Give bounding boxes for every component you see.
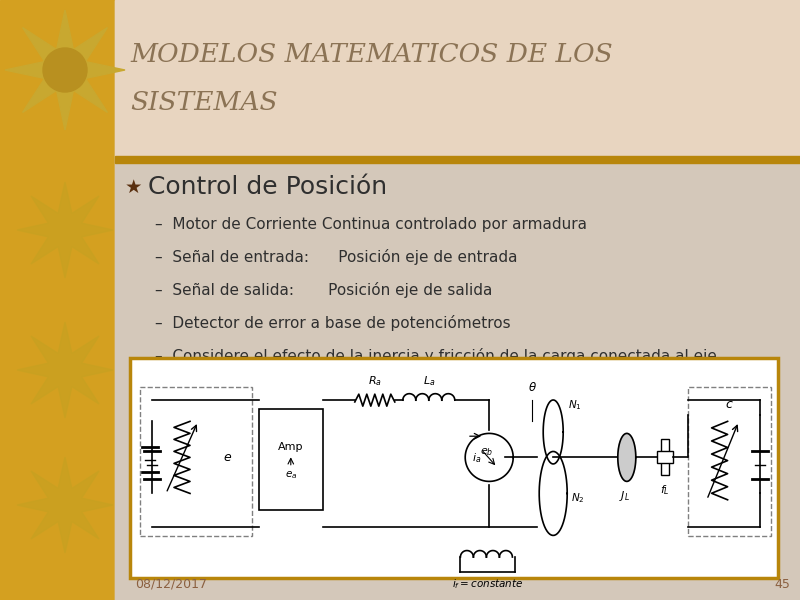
Text: del motor mediante engranajes: del motor mediante engranajes xyxy=(155,367,422,383)
Polygon shape xyxy=(618,433,636,481)
Text: –  Detector de error a base de potenciómetros: – Detector de error a base de potencióme… xyxy=(155,315,510,331)
Text: ★: ★ xyxy=(125,178,142,196)
Bar xyxy=(115,0,800,159)
Bar xyxy=(657,451,673,463)
Text: MODELOS MATEMATICOS DE LOS: MODELOS MATEMATICOS DE LOS xyxy=(130,42,613,67)
Text: $N_2$: $N_2$ xyxy=(571,491,585,505)
Text: $f_L$: $f_L$ xyxy=(660,484,670,497)
Text: SISTEMAS: SISTEMAS xyxy=(130,90,278,115)
Text: –  Señal de entrada:      Posición eje de entrada: – Señal de entrada: Posición eje de entr… xyxy=(155,249,518,265)
Text: $L_a$: $L_a$ xyxy=(422,374,435,388)
Text: $i_a$: $i_a$ xyxy=(472,451,482,465)
Text: $N_1$: $N_1$ xyxy=(568,398,582,412)
Bar xyxy=(661,439,669,475)
Text: –  Considere el efecto de la inercia y fricción de la carga conectada al eje: – Considere el efecto de la inercia y fr… xyxy=(155,348,717,364)
Text: c: c xyxy=(726,398,733,411)
Text: $e_a$: $e_a$ xyxy=(285,469,297,481)
Text: $i_f = constante$: $i_f = constante$ xyxy=(452,577,524,591)
Text: $\theta$: $\theta$ xyxy=(527,381,537,394)
Text: –  Motor de Corriente Continua controlado por armadura: – Motor de Corriente Continua controlado… xyxy=(155,217,587,232)
Polygon shape xyxy=(17,182,113,278)
Text: $R_a$: $R_a$ xyxy=(368,374,382,388)
Polygon shape xyxy=(5,10,125,130)
Bar xyxy=(130,358,778,578)
Text: $e_b$: $e_b$ xyxy=(479,446,493,458)
Text: e: e xyxy=(223,451,230,464)
Polygon shape xyxy=(17,322,113,418)
Bar xyxy=(115,0,800,600)
Bar xyxy=(259,409,322,511)
Text: 45: 45 xyxy=(774,577,790,590)
Bar xyxy=(115,159,800,600)
Text: $J_L$: $J_L$ xyxy=(619,490,630,503)
Bar xyxy=(688,388,770,536)
Bar xyxy=(0,0,115,600)
Polygon shape xyxy=(17,457,113,553)
Text: 08/12/2017: 08/12/2017 xyxy=(135,577,207,590)
Text: –  Señal de salida:       Posición eje de salida: – Señal de salida: Posición eje de salid… xyxy=(155,282,492,298)
Text: Control de Posición: Control de Posición xyxy=(148,175,387,199)
Text: Amp: Amp xyxy=(278,442,303,452)
Bar xyxy=(115,155,800,163)
Bar xyxy=(141,388,253,536)
Circle shape xyxy=(43,48,87,92)
